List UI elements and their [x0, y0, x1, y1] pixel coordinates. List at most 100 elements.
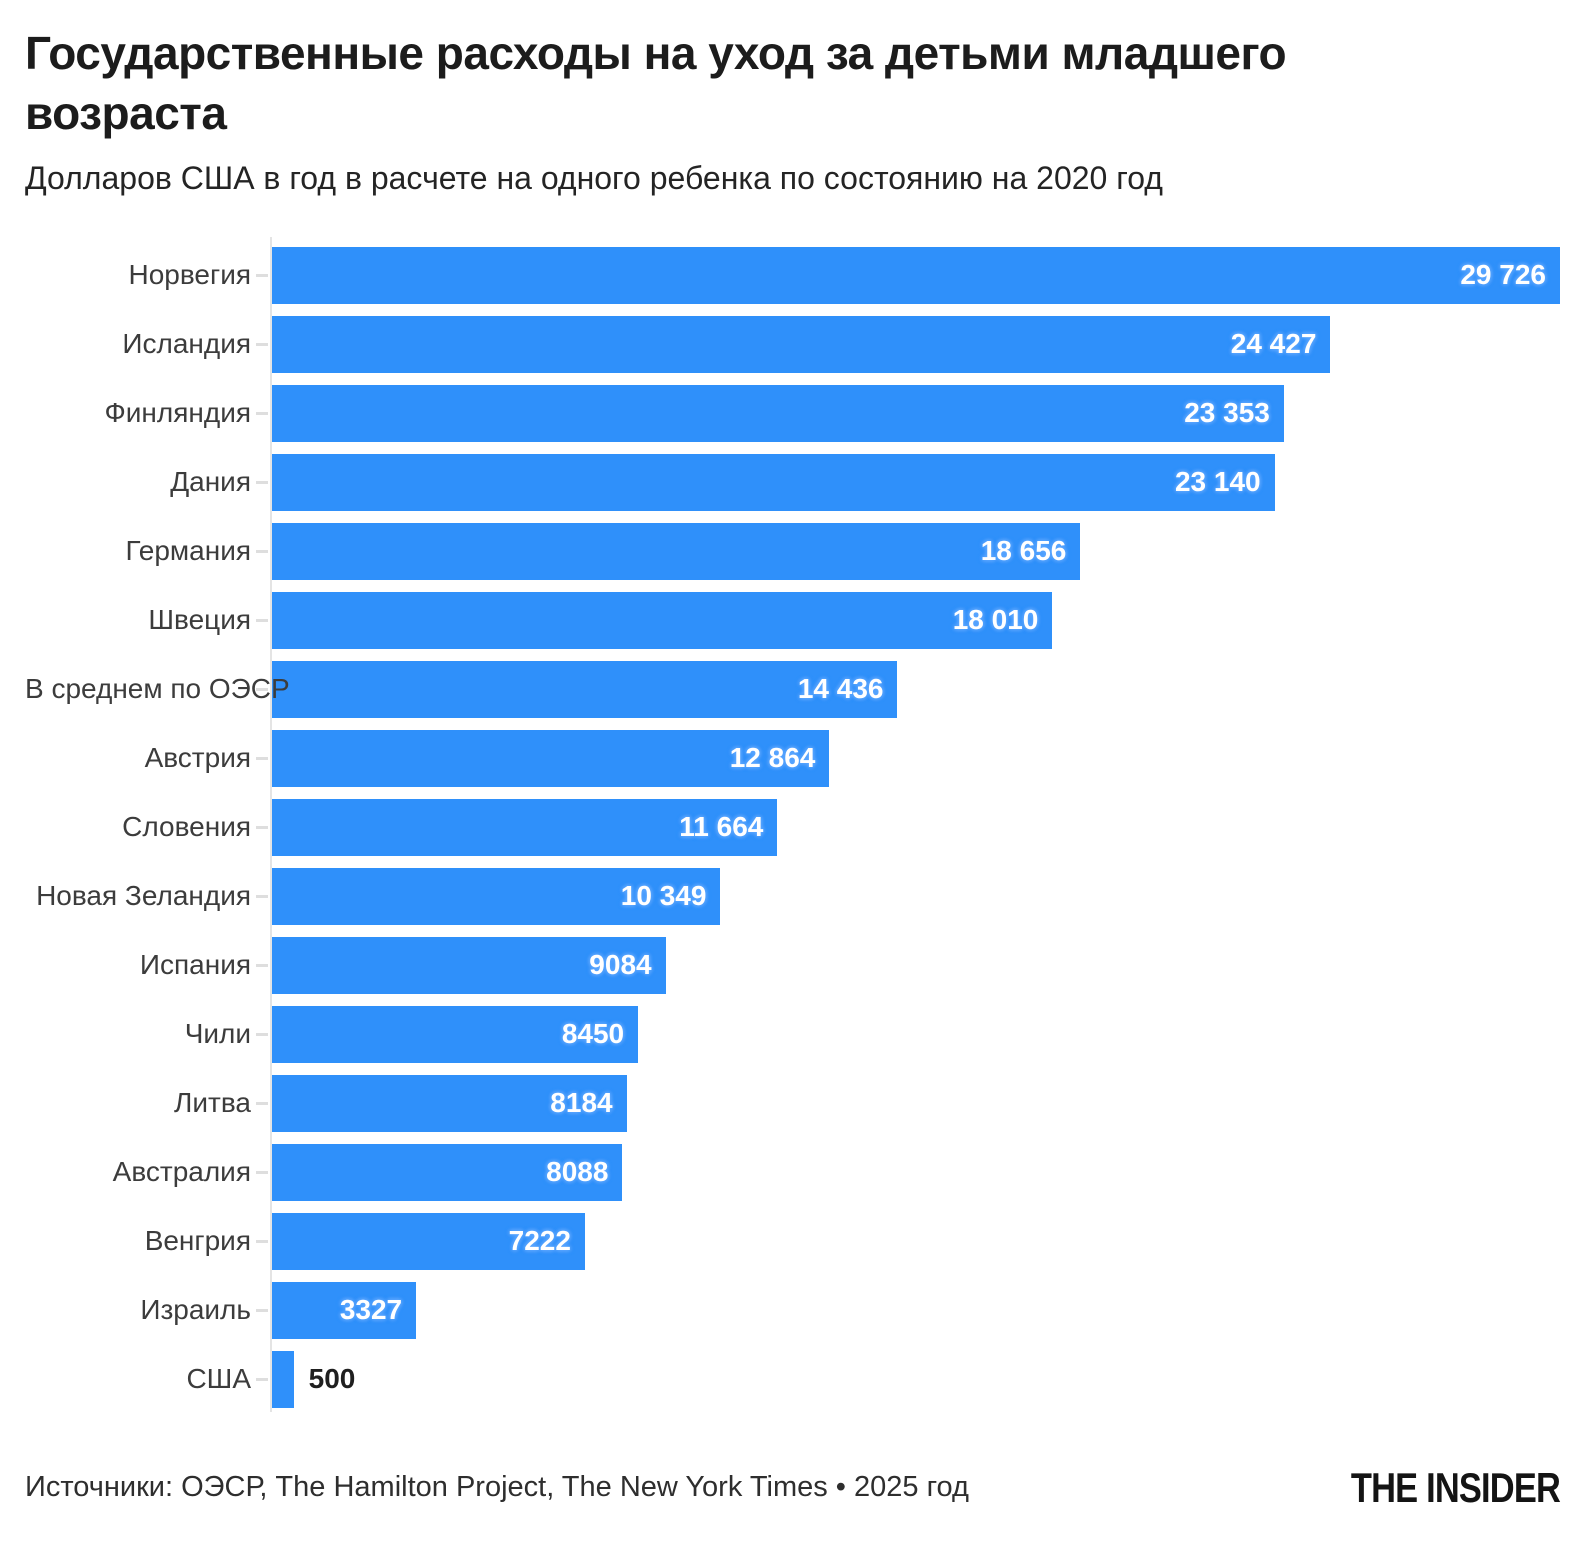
bar-track: 500 — [272, 1350, 1560, 1408]
bar: 10 349 — [272, 867, 721, 925]
chart-title: Государственные расходы на уход за детьм… — [25, 27, 1287, 139]
bar: 29 726 — [272, 246, 1560, 304]
y-axis-line — [270, 236, 272, 1412]
value-label: 10 349 — [620, 880, 707, 912]
bar: 18 656 — [272, 522, 1081, 580]
bar-row: Новая Зеландия 10 349 — [25, 862, 1560, 931]
value-label: 12 864 — [729, 742, 816, 774]
bar-track: 24 427 — [272, 315, 1560, 373]
category-label: В среднем по ОЭСР — [25, 673, 290, 705]
bar-row: В среднем по ОЭСР 14 436 — [25, 655, 1560, 724]
bar-row: Финляндия 23 353 — [25, 379, 1560, 448]
value-label: 23 353 — [1184, 397, 1270, 429]
value-label: 18 010 — [952, 604, 1039, 636]
value-label: 23 140 — [1174, 466, 1261, 498]
category-label: Израиль — [140, 1294, 251, 1326]
axis-tick — [256, 481, 268, 485]
bar-row: Чили 8450 — [25, 1000, 1560, 1069]
bar: 9084 — [272, 936, 666, 994]
value-label: 29 726 — [1460, 259, 1546, 291]
category-label: Австрия — [144, 742, 251, 774]
value-label: 9084 — [589, 949, 652, 981]
bar-track: 12 864 — [272, 729, 1560, 787]
bar: 7222 — [272, 1212, 585, 1270]
bar-track: 23 140 — [272, 453, 1560, 511]
bar-row: Германия 18 656 — [25, 517, 1560, 586]
axis-tick — [256, 964, 268, 968]
bar: 23 140 — [272, 453, 1275, 511]
bar-row: Австрия 12 864 — [25, 724, 1560, 793]
category-label: Германия — [125, 535, 251, 567]
category-label: Словения — [122, 811, 251, 843]
bar: 12 864 — [272, 729, 830, 787]
value-label: 24 427 — [1230, 328, 1317, 360]
bar: 8184 — [272, 1074, 627, 1132]
value-label: 8088 — [546, 1156, 609, 1188]
axis-tick — [256, 1378, 268, 1382]
axis-tick — [256, 1309, 268, 1313]
category-label: Швеция — [148, 604, 251, 636]
bar-row: Швеция 18 010 — [25, 586, 1560, 655]
axis-tick — [256, 412, 268, 416]
axis-tick — [256, 1033, 268, 1037]
bar-track: 11 664 — [272, 798, 1560, 856]
axis-tick — [256, 688, 268, 692]
bar-row: США 500 — [25, 1345, 1560, 1414]
value-label: 3327 — [339, 1294, 403, 1326]
bar: 8088 — [272, 1143, 623, 1201]
axis-tick — [256, 619, 268, 623]
axis-tick — [256, 1171, 268, 1175]
axis-tick — [256, 826, 268, 830]
bar-row: Венгрия 7222 — [25, 1207, 1560, 1276]
category-label: Чили — [184, 1018, 251, 1050]
bar-row: Австралия 8088 — [25, 1138, 1560, 1207]
insider-logo: THE INSIDER — [1350, 1463, 1561, 1511]
bar-track: 8088 — [272, 1143, 1560, 1201]
bar-track: 18 656 — [272, 522, 1560, 580]
bar-track: 23 353 — [272, 384, 1560, 442]
bar-row: Норвегия 29 726 — [25, 241, 1560, 310]
bar-track: 8450 — [272, 1005, 1560, 1063]
value-label: 500 — [308, 1363, 356, 1395]
source-note: Источники: ОЭСР, The Hamilton Project, T… — [25, 1471, 969, 1504]
axis-tick — [256, 274, 268, 278]
category-label: Дания — [170, 466, 251, 498]
bar-row: Испания 9084 — [25, 931, 1560, 1000]
category-label: Литва — [174, 1087, 251, 1119]
axis-tick — [256, 343, 268, 347]
category-label: Финляндия — [104, 397, 252, 429]
bar: 14 436 — [272, 660, 898, 718]
chart-footer: Источники: ОЭСР, The Hamilton Project, T… — [25, 1463, 1561, 1512]
axis-tick — [256, 895, 268, 899]
bar: 24 427 — [272, 315, 1331, 373]
value-label: 18 656 — [980, 535, 1067, 567]
bar-chart: Норвегия 29 726 Исландия 24 427 Финляндия 23 … — [25, 236, 1560, 1414]
bar-row: Дания 23 140 — [25, 448, 1560, 517]
bar-row: Литва 8184 — [25, 1069, 1560, 1138]
category-label: Австралия — [112, 1156, 251, 1188]
chart-header: Государственные расходы на уход за детьм… — [0, 0, 1588, 197]
value-label: 7222 — [508, 1225, 571, 1257]
bar: 18 010 — [272, 591, 1053, 649]
bar: 8450 — [272, 1005, 639, 1063]
bar: 3327 — [272, 1281, 417, 1339]
bar-track: 8184 — [272, 1074, 1560, 1132]
axis-tick — [256, 1240, 268, 1244]
bar-track: 29 726 — [272, 246, 1560, 304]
category-label: Венгрия — [144, 1225, 251, 1257]
bar — [272, 1350, 294, 1408]
category-label: Новая Зеландия — [36, 880, 251, 912]
axis-tick — [256, 550, 268, 554]
bar-track: 7222 — [272, 1212, 1560, 1270]
bar-row: Исландия 24 427 — [25, 310, 1560, 379]
bar-track: 14 436 — [272, 660, 1560, 718]
bar: 11 664 — [272, 798, 778, 856]
value-label: 8450 — [561, 1018, 625, 1050]
value-label: 11 664 — [679, 811, 764, 843]
category-label: США — [186, 1363, 251, 1395]
bar-track: 3327 — [272, 1281, 1560, 1339]
bar-track: 9084 — [272, 936, 1560, 994]
chart-subtitle: Долларов США в год в расчете на одного р… — [25, 159, 1163, 196]
bar-row: Израиль 3327 — [25, 1276, 1560, 1345]
bar-track: 18 010 — [272, 591, 1560, 649]
